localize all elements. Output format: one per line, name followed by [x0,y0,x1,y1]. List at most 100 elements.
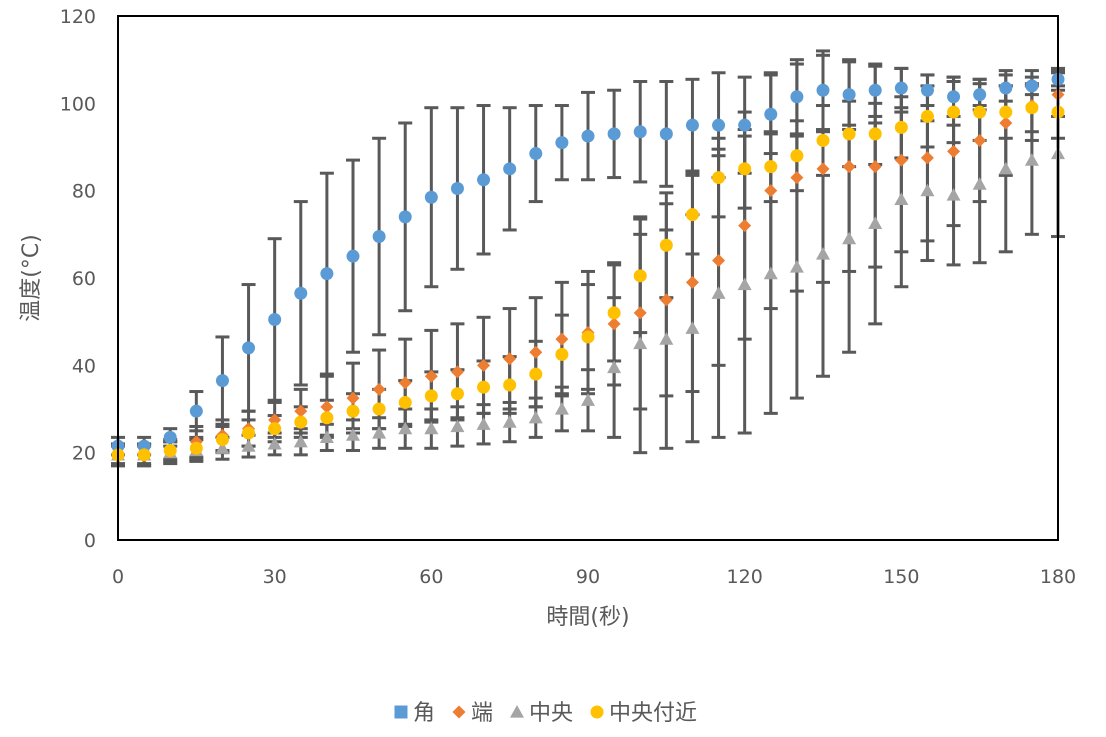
data-point [659,238,673,252]
data-point [528,410,543,424]
data-point [842,160,856,174]
x-tick-label: 30 [263,566,287,588]
data-point [973,105,987,119]
data-point [685,208,699,222]
data-point [529,345,543,359]
data-point [946,188,961,201]
y-tick-label: 100 [60,93,96,115]
y-axis-title: 温度(°C) [19,234,44,322]
plot-area-frame [117,15,1059,541]
data-point [868,127,882,141]
data-point [685,118,699,132]
legend-marker [452,705,466,719]
data-point [137,448,151,462]
data-point [973,88,987,102]
legend-item: 角 [394,701,435,726]
data-point [163,430,177,444]
data-point [738,118,752,132]
data-point [738,162,752,176]
data-point [398,376,412,390]
data-point [685,275,699,289]
data-point [868,83,882,97]
data-point [319,430,334,443]
data-point [242,426,256,440]
data-point [947,90,961,104]
data-point [1025,101,1039,115]
legend-marker [394,705,408,719]
data-point [842,127,856,141]
y-tick-label: 80 [72,181,96,203]
data-point [346,404,360,418]
data-point [712,118,726,132]
data-point [920,151,934,165]
data-point [450,181,464,195]
data-point [398,395,412,409]
data-point [476,417,491,430]
data-point [372,402,386,416]
data-point [685,321,700,334]
data-point [607,306,621,320]
data-point [633,269,647,283]
data-point [764,160,778,174]
y-tick-label: 60 [72,268,96,290]
legend-label: 中央付近 [609,701,697,726]
data-point [450,387,464,401]
x-tick-label: 150 [883,566,919,588]
data-point [894,192,909,205]
y-tick-label: 40 [72,355,96,377]
data-point [633,336,648,350]
data-point [268,422,282,436]
data-point [894,120,908,134]
data-point [372,426,387,439]
data-point [607,317,621,331]
data-point [868,160,882,174]
legend: 角 端 中央 中央付近 [394,701,697,726]
data-point [581,330,595,344]
data-point [607,127,621,141]
data-point [920,83,934,97]
data-point [294,415,308,429]
y-tick-label: 20 [72,443,96,465]
data-point [554,402,569,415]
data-point [477,358,491,372]
data-point [659,332,674,345]
data-point [424,389,438,403]
data-point [398,421,413,435]
data-point [424,369,438,383]
data-point [241,439,256,452]
data-point [477,380,491,394]
data-point [999,116,1013,130]
data-point [293,434,308,448]
data-point [659,127,673,141]
data-point [816,133,830,147]
data-point [790,149,804,163]
x-tick-labels: 0 30 60 90 120 150 180 [112,566,1076,588]
data-point [346,428,360,441]
data-point [320,411,334,425]
data-point [998,161,1013,175]
data-point [320,400,334,414]
data-point [372,230,386,244]
data-point [424,190,438,204]
x-tick-label: 0 [112,566,124,588]
data-point [215,441,230,454]
data-point [816,162,830,176]
data-point [529,367,543,381]
data-point [894,153,908,167]
data-point [320,267,334,281]
data-point [947,144,961,158]
data-point [711,286,726,299]
data-point [764,184,778,198]
data-point [868,216,883,230]
y-tick-label: 0 [84,530,96,552]
data-point [659,293,673,307]
y-tick-labels: 0 20 40 60 80 100 120 [60,6,96,552]
x-tick-label: 60 [419,566,443,588]
data-point [503,162,517,176]
legend-marker [590,705,604,719]
data-point [947,105,961,119]
data-point [738,219,752,233]
data-point [215,433,229,447]
data-point [450,365,464,379]
data-point [424,421,439,435]
